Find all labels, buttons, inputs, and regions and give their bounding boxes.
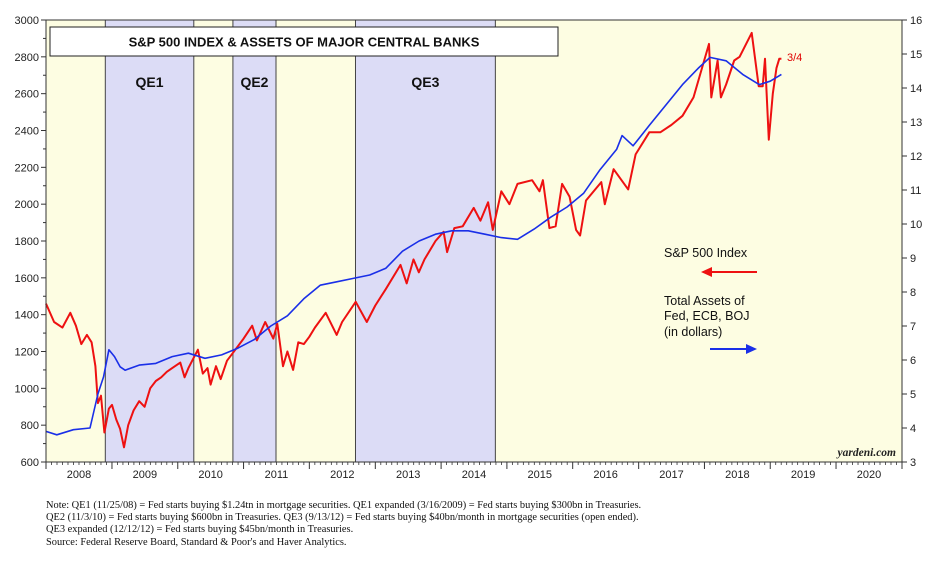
legend-assets-line-3: (in dollars) bbox=[664, 325, 722, 339]
qe-band-label-2: QE2 bbox=[240, 74, 268, 90]
right-tick-label: 9 bbox=[910, 253, 916, 265]
left-tick-label: 1200 bbox=[15, 347, 39, 359]
x-axis: 2008 2009 2010 2011 2012 2013 2014 2015 2016 2017… bbox=[45, 462, 903, 481]
chart-title: S&P 500 INDEX & ASSETS OF MAJOR CENTRAL … bbox=[129, 35, 480, 50]
left-tick-label: 1400 bbox=[15, 310, 39, 322]
x-tick-label: 2011 bbox=[265, 469, 289, 481]
right-tick-label: 12 bbox=[910, 151, 922, 163]
series bbox=[45, 31, 782, 449]
x-tick-label: 2013 bbox=[396, 469, 420, 481]
x-tick-label: 2010 bbox=[198, 469, 222, 481]
x-tick-label: 2017 bbox=[659, 469, 683, 481]
legend-assets-line-1: Total Assets of bbox=[664, 294, 745, 308]
right-tick-label: 5 bbox=[910, 389, 916, 401]
central-bank-assets-line bbox=[45, 56, 782, 436]
right-tick-label: 14 bbox=[910, 83, 922, 95]
plot-frame bbox=[45, 19, 903, 463]
right-tick-label: 10 bbox=[910, 219, 922, 231]
x-tick-label: 2016 bbox=[593, 469, 617, 481]
legend-assets-line-2: Fed, ECB, BOJ bbox=[664, 309, 749, 323]
left-tick-label: 2800 bbox=[15, 52, 39, 64]
left-tick-label: 2600 bbox=[15, 89, 39, 101]
last-date-label: 3/4 bbox=[787, 52, 802, 64]
chart: QE1 QE2 QE3 600 800 1000 1200 1400 1600 1800 2000… bbox=[15, 15, 923, 481]
x-tick-label: 2020 bbox=[857, 469, 881, 481]
title-box bbox=[49, 26, 559, 57]
left-tick-label: 2400 bbox=[15, 126, 39, 138]
legend-sp500-arrow bbox=[701, 267, 757, 277]
qe-bands bbox=[104, 19, 496, 463]
right-tick-label: 16 bbox=[910, 15, 922, 27]
x-tick-label: 2009 bbox=[133, 469, 157, 481]
legend-assets-arrow bbox=[710, 344, 757, 354]
qe-band-3 bbox=[354, 19, 496, 463]
x-tick-label: 2012 bbox=[330, 469, 354, 481]
note-line-3: QE3 expanded (12/12/12) = Fed starts buy… bbox=[46, 524, 354, 536]
x-tick-label: 2015 bbox=[528, 469, 552, 481]
right-tick-label: 11 bbox=[910, 185, 921, 197]
x-tick-label: 2018 bbox=[725, 469, 749, 481]
left-tick-label: 2000 bbox=[15, 199, 39, 211]
left-tick-label: 1000 bbox=[15, 383, 39, 395]
qe-band-label-1: QE1 bbox=[136, 74, 164, 90]
left-axis: 600 800 1000 1200 1400 1600 1800 2000 2200 2400 26… bbox=[15, 15, 46, 469]
left-tick-label: 800 bbox=[21, 420, 39, 432]
right-axis: 3 4 5 6 7 8 9 10 11 12 13 14 15 16 bbox=[902, 15, 922, 469]
source-watermark: yardeni.com bbox=[836, 447, 897, 459]
right-tick-label: 3 bbox=[910, 457, 916, 469]
left-tick-label: 2200 bbox=[15, 162, 39, 174]
legend-sp500-label: S&P 500 Index bbox=[664, 246, 748, 260]
x-tick-label: 2008 bbox=[67, 469, 91, 481]
right-tick-label: 15 bbox=[910, 49, 922, 61]
right-tick-label: 13 bbox=[910, 117, 922, 129]
x-tick-label: 2014 bbox=[462, 469, 486, 481]
qe-band-label-3: QE3 bbox=[411, 74, 439, 90]
sp500-line bbox=[45, 31, 782, 449]
x-tick-label: 2019 bbox=[791, 469, 815, 481]
right-tick-label: 6 bbox=[910, 355, 916, 367]
chart-notes: Note: QE1 (11/25/08) = Fed starts buying… bbox=[46, 500, 926, 549]
left-tick-label: 600 bbox=[21, 457, 39, 469]
right-tick-label: 4 bbox=[910, 423, 916, 435]
left-tick-label: 3000 bbox=[15, 15, 39, 27]
left-tick-label: 1800 bbox=[15, 236, 39, 248]
source-line: Source: Federal Reserve Board, Standard … bbox=[46, 536, 347, 548]
right-tick-label: 7 bbox=[910, 321, 916, 333]
qe-band-labels: QE1 QE2 QE3 bbox=[136, 74, 440, 90]
note-line-2: QE2 (11/3/10) = Fed starts buying $600bn… bbox=[46, 512, 639, 524]
right-tick-label: 8 bbox=[910, 287, 916, 299]
note-line-1: Note: QE1 (11/25/08) = Fed starts buying… bbox=[46, 500, 642, 511]
left-tick-label: 1600 bbox=[15, 273, 39, 285]
